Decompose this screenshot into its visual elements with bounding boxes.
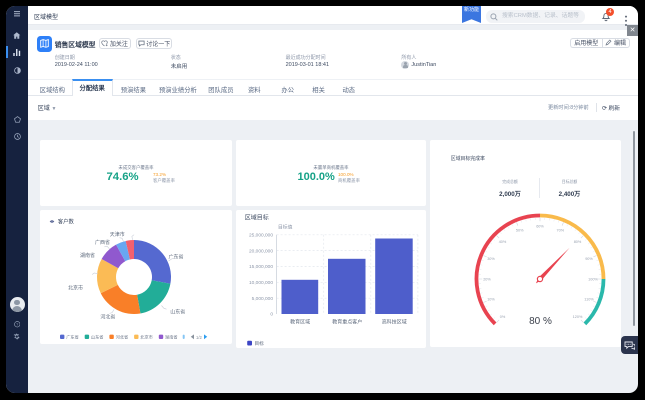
svg-text:?: ? bbox=[16, 322, 19, 327]
svg-text:教育区域: 教育区域 bbox=[290, 318, 310, 325]
svg-text:教育重点客户: 教育重点客户 bbox=[332, 318, 362, 325]
svg-text:北京市: 北京市 bbox=[140, 333, 153, 340]
svg-text:80%: 80% bbox=[574, 240, 582, 244]
svg-text:120%: 120% bbox=[573, 315, 583, 319]
svg-text:20,000,000: 20,000,000 bbox=[249, 248, 273, 254]
svg-text:15,000,000: 15,000,000 bbox=[249, 264, 273, 270]
svg-text:河北省: 河北省 bbox=[100, 313, 115, 320]
svg-text:广东省: 广东省 bbox=[169, 253, 184, 260]
svg-text:客户数: 客户数 bbox=[58, 217, 75, 225]
svg-text:100%: 100% bbox=[588, 277, 598, 281]
svg-text:20%: 20% bbox=[483, 277, 491, 281]
svg-text:0%: 0% bbox=[500, 315, 506, 319]
svg-text:50%: 50% bbox=[516, 228, 524, 232]
svg-text:0: 0 bbox=[270, 311, 273, 317]
svg-text:广西省: 广西省 bbox=[95, 239, 110, 246]
svg-text:山东省: 山东省 bbox=[91, 333, 104, 340]
svg-text:30%: 30% bbox=[487, 257, 495, 261]
svg-text:广东省: 广东省 bbox=[66, 333, 79, 340]
svg-text:高科技区域: 高科技区域 bbox=[382, 318, 407, 325]
svg-text:40%: 40% bbox=[499, 240, 507, 244]
svg-text:80 %: 80 % bbox=[529, 316, 552, 327]
svg-text:10%: 10% bbox=[487, 298, 495, 302]
svg-text:70%: 70% bbox=[556, 228, 564, 232]
svg-text:目标: 目标 bbox=[255, 340, 265, 347]
svg-text:河北省: 河北省 bbox=[116, 333, 129, 340]
svg-text:25,000,000: 25,000,000 bbox=[249, 232, 273, 238]
svg-text:5,000,000: 5,000,000 bbox=[252, 295, 274, 301]
svg-text:110%: 110% bbox=[584, 298, 594, 302]
svg-text:湖南省: 湖南省 bbox=[80, 252, 95, 259]
svg-text:区域目标: 区域目标 bbox=[245, 213, 269, 221]
svg-text:90%: 90% bbox=[585, 257, 593, 261]
svg-text:北京市: 北京市 bbox=[68, 284, 83, 291]
svg-text:1/2: 1/2 bbox=[196, 334, 202, 339]
svg-text:山东省: 山东省 bbox=[170, 308, 185, 315]
svg-text:目标值: 目标值 bbox=[278, 223, 293, 230]
svg-text:湖南省: 湖南省 bbox=[165, 333, 178, 340]
svg-text:天津市: 天津市 bbox=[110, 230, 125, 237]
svg-text:60%: 60% bbox=[536, 224, 544, 228]
svg-text:10,000,000: 10,000,000 bbox=[249, 280, 273, 286]
